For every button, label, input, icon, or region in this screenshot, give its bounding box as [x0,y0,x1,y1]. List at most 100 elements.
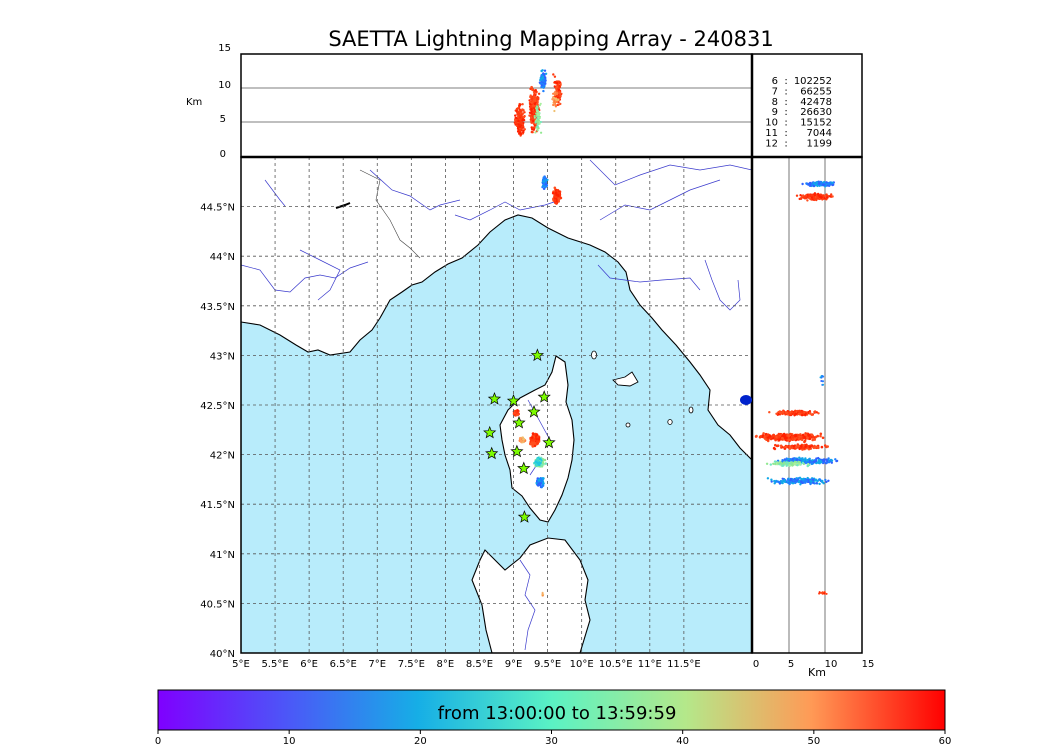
lightning-source-dot [518,104,521,107]
lightning-source-dot [806,458,809,462]
station-star-icon [483,425,497,439]
lightning-source-dot [535,107,538,110]
lightning-source-dot [554,191,558,194]
lightning-source-dot [534,99,537,103]
lightning-source-dot [789,477,793,481]
lightning-source-dot [769,463,772,466]
lightning-source-dot [803,411,806,414]
lightning-source-dot [799,194,802,197]
lightning-source-dot [536,110,539,113]
lightning-source-dot [787,457,790,461]
colorbar-caption: from 13:00:00 to 13:59:59 [438,703,677,724]
lightning-source-dot [555,85,559,89]
lightning-source-dot [803,440,806,444]
lightning-source-dot [539,102,542,105]
stats-source-count: 1199 [807,138,832,149]
lightning-source-dot [534,131,537,134]
lightning-source-dot [532,441,535,445]
lightning-source-dot [816,196,819,199]
lightning-source-dot [811,459,814,462]
lightning-source-dot [826,196,829,199]
lightning-source-dot [528,111,532,115]
lightning-source-dot [534,460,538,463]
lightning-source-dot [519,121,522,124]
lightning-source-dot [542,84,545,87]
lightning-source-dot [545,184,548,187]
lightning-source-dot [516,130,520,133]
lightning-source-dot [786,462,789,465]
lightning-source-dot [554,90,557,93]
lightning-source-dot [533,92,536,96]
lightning-source-dot [516,413,519,417]
lightning-source-dot [533,102,537,106]
lon-tick-label: 6°E [300,659,318,670]
lightning-source-dot [808,437,812,441]
lightning-source-dot [544,76,547,79]
lightning-source-dot [795,459,798,462]
lightning-source-dot [531,119,535,123]
side-tick-0: 0 [753,659,759,670]
lat-tick-label: 41.5°N [200,500,235,511]
lightning-source-dot [559,95,562,98]
lightning-source-dot [830,461,833,464]
lightning-source-dot [826,460,829,463]
alt-ylabel: Km [186,97,202,108]
lightning-source-dot [819,180,822,184]
lightning-source-dot [541,461,545,465]
lightning-source-dot [815,197,818,201]
stats-station-count: 7 [772,86,778,97]
lightning-source-dot [542,89,545,93]
lightning-source-dot [793,462,797,465]
lightning-source-dot [785,457,788,460]
stats-source-count: 66255 [800,86,832,97]
lightning-source-dot [554,93,557,96]
colorbar-tick-label: 30 [545,736,558,747]
lon-tick-label: 7.5°E [398,659,425,670]
lightning-source-dot [770,480,773,483]
lightning-source-dot [536,113,539,116]
lightning-source-dot [821,375,824,377]
stats-station-count: 11 [765,128,778,139]
lightning-source-dot [535,464,538,467]
lat-tick-label: 43.5°N [200,302,235,313]
lightning-source-dot [797,412,801,415]
lightning-source-dot [812,436,815,439]
side-xlabel: Km [808,666,826,679]
lightning-source-dot [531,101,534,104]
lightning-source-dot [804,445,807,448]
station-star-icon [542,435,556,449]
stats-separator: : [784,86,787,97]
lightning-source-dot [557,98,560,101]
lightning-source-dot [819,591,822,594]
lightning-source-dot [535,433,539,437]
lightning-source-dot [555,81,559,85]
lightning-source-dot [806,476,809,480]
lightning-source-dot [811,462,814,465]
lightning-source-dot [758,435,762,439]
stats-separator: : [784,118,787,129]
lightning-source-dot [523,111,526,114]
lightning-source-dot [518,125,522,128]
lightning-source-dot [788,447,792,450]
river-tuscany [597,259,741,311]
lightning-source-dot [796,479,799,482]
lightning-source-dot [551,97,555,100]
lightning-source-dot [544,182,547,186]
lightning-source-dot [553,186,557,190]
lightning-source-dot [540,459,543,462]
lightning-source-dot [787,435,790,438]
lightning-source-dot [528,114,531,117]
lightning-source-dot [530,116,533,119]
lightning-source-dot [804,434,808,437]
island-montecristo [667,419,673,425]
lightning-source-dot [812,184,816,188]
lightning-source-dot [819,459,822,463]
lightning-source-dot [521,103,524,106]
lightning-source-dot [798,461,801,464]
lightning-source-dot [774,438,777,442]
altitude-sources [513,69,563,137]
lightning-source-dot [822,383,825,386]
lightning-source-dot [831,195,834,198]
lightning-source-dot [775,412,778,415]
